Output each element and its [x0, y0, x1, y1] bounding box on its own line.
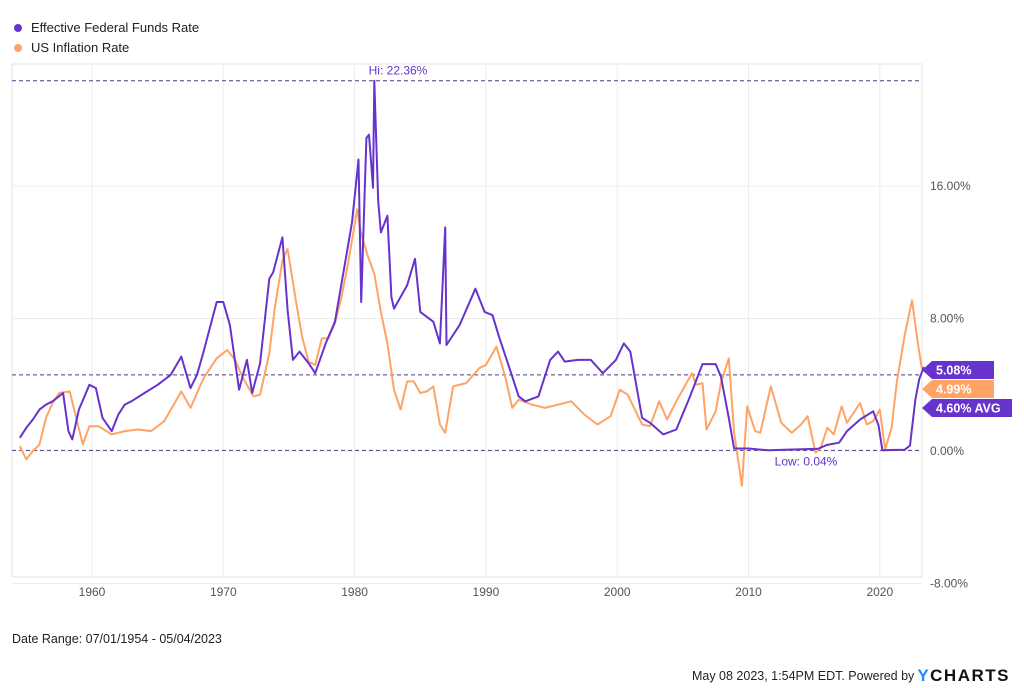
series-line-fed-funds	[18, 79, 925, 452]
inflation-end-label: 4.99%	[936, 383, 971, 397]
x-tick-label: 1990	[473, 585, 500, 599]
series-line-inflation	[18, 208, 924, 487]
legend-dot-icon	[14, 43, 22, 52]
footer-timestamp: May 08 2023, 1:54PM EDT. Powered by	[691, 669, 915, 683]
footer: May 08 2023, 1:54PM EDT. Powered by YCHA…	[692, 666, 1010, 686]
x-tick-label: 2000	[604, 585, 631, 599]
average-label: 4.60% AVG	[936, 402, 1001, 416]
y-tick-label: 8.00%	[930, 312, 964, 326]
y-tick-label: 0.00%	[930, 444, 964, 458]
legend-dot-icon	[14, 23, 22, 32]
legend-label: US Inflation Rate	[31, 40, 130, 55]
x-tick-label: 1970	[210, 585, 237, 599]
ycharts-logo[interactable]: YCHARTS	[917, 666, 1010, 685]
inflation-end-label-bg	[922, 380, 994, 398]
y-tick-label: 16.00%	[930, 179, 971, 193]
y-tick-label: -8.00%	[930, 576, 968, 590]
x-tick-label: 1980	[341, 585, 368, 599]
fed-funds-end-label: 5.08%	[936, 364, 971, 378]
line-chart: 1960 1970 1980 1990 2000 2010 2020 -8.00% 0.00% 8…	[11, 63, 1012, 599]
plot-frame	[11, 63, 923, 578]
date-range: Date Range: 07/01/1954 - 05/04/2023	[12, 632, 222, 646]
high-label: Hi: 22.36%	[369, 64, 428, 78]
fed-funds-end-label-bg	[922, 361, 994, 379]
average-label-bg	[922, 399, 1012, 417]
x-tick-label: 2020	[866, 585, 893, 599]
legend-item-fed-funds[interactable]: Effective Federal Funds Rate	[14, 20, 199, 35]
legend-label: Effective Federal Funds Rate	[31, 20, 200, 35]
x-tick-label: 1960	[79, 585, 106, 599]
x-tick-label: 2010	[735, 585, 762, 599]
legend-item-inflation[interactable]: US Inflation Rate	[14, 40, 129, 55]
low-label: Low: 0.04%	[775, 454, 838, 468]
